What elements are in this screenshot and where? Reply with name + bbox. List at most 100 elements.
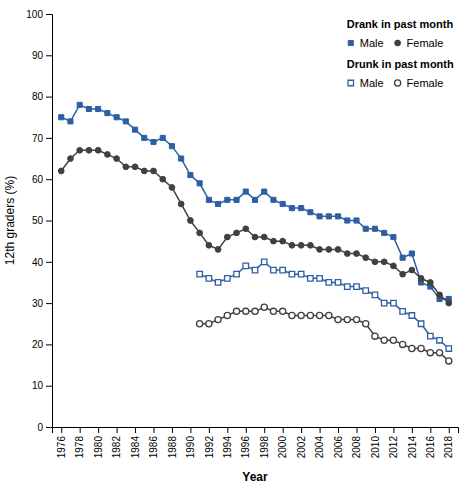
data-point (446, 346, 451, 351)
data-point (326, 312, 332, 318)
legend-symbol (395, 80, 401, 86)
legend-group: Drank in past monthMaleFemale (347, 18, 454, 49)
legend-item: Female (395, 37, 444, 49)
data-point (307, 312, 313, 318)
x-tick: 1980 (93, 427, 104, 458)
data-point (151, 139, 156, 144)
data-point (271, 238, 277, 244)
data-point (270, 308, 276, 314)
data-point (243, 189, 248, 194)
y-tick: 30 (32, 298, 52, 309)
data-point (114, 156, 120, 162)
data-point (215, 317, 221, 323)
y-axis: 0102030405060708090100 (26, 9, 52, 433)
data-point (86, 106, 91, 111)
legend-title: Drunk in past month (347, 58, 454, 70)
data-point (95, 147, 101, 153)
legend-label: Female (407, 37, 444, 49)
data-point (105, 111, 110, 116)
x-tick-label: 1996 (240, 436, 251, 459)
data-point (289, 271, 294, 276)
legend-symbol (395, 40, 401, 46)
data-point (197, 230, 203, 236)
data-point (160, 176, 166, 182)
legend: Drank in past monthMaleFemale Drunk in pa… (347, 18, 454, 89)
y-axis-title: 12th graders (%) (3, 176, 17, 265)
data-point (335, 280, 340, 285)
data-point (335, 317, 341, 323)
legend-label: Female (407, 77, 444, 89)
y-tick: 10 (32, 380, 52, 391)
data-point (299, 206, 304, 211)
series-line (61, 150, 449, 303)
x-tick-label: 2010 (370, 436, 381, 459)
data-point (123, 164, 129, 170)
x-tick-mark (172, 427, 173, 433)
x-tick: 1976 (56, 427, 67, 458)
x-tick: 1982 (111, 427, 122, 458)
y-tick: 70 (32, 133, 52, 144)
data-point (363, 321, 369, 327)
data-point (216, 201, 221, 206)
y-tick: 80 (32, 91, 52, 102)
legend-item: Female (395, 77, 444, 89)
data-point (225, 197, 230, 202)
series-line (200, 307, 449, 361)
x-tick: 2018 (443, 427, 454, 458)
plot: 1976197819801982198419861988199019921994… (26, 9, 458, 459)
data-point (381, 337, 387, 343)
data-point (289, 312, 295, 318)
data-point (307, 242, 313, 248)
y-tick-mark (46, 97, 52, 98)
data-point (252, 197, 257, 202)
data-point (215, 280, 220, 285)
y-tick-mark (46, 55, 52, 56)
data-point (298, 271, 303, 276)
data-point (132, 164, 138, 170)
data-point (206, 242, 212, 248)
data-point (437, 338, 442, 343)
y-tick: 0 (37, 422, 52, 433)
data-point (243, 263, 248, 268)
data-point (206, 276, 211, 281)
data-point (317, 276, 322, 281)
x-tick-label: 1984 (130, 436, 141, 459)
x-tick-label: 2006 (333, 436, 344, 459)
data-point (142, 135, 147, 140)
data-point (271, 267, 276, 272)
x-tick-mark (117, 427, 118, 433)
x-tick-label: 1988 (167, 436, 178, 459)
data-point (391, 234, 396, 239)
data-point (363, 288, 368, 293)
data-point (317, 214, 322, 219)
data-point (382, 230, 387, 235)
data-point (317, 247, 323, 253)
y-tick-mark (46, 344, 52, 345)
data-point (391, 263, 397, 269)
y-tick-label: 50 (32, 215, 44, 226)
data-point (68, 156, 74, 162)
x-axis: 1976197819801982198419861988199019921994… (53, 427, 459, 458)
data-point (354, 284, 359, 289)
data-point (400, 255, 405, 260)
data-point (252, 308, 258, 314)
y-tick-mark (46, 138, 52, 139)
data-point (363, 255, 369, 261)
data-point (391, 300, 396, 305)
data-point (289, 242, 295, 248)
data-point (409, 345, 415, 351)
data-point (372, 333, 378, 339)
y-tick-mark (46, 179, 52, 180)
y-tick-label: 20 (32, 339, 44, 350)
data-point (446, 300, 452, 306)
x-tick-label: 2008 (351, 436, 362, 459)
chart: 1976197819801982198419861988199019921994… (0, 0, 474, 491)
data-point (437, 292, 443, 298)
x-tick: 2002 (296, 427, 307, 458)
x-tick-label: 2002 (296, 436, 307, 459)
x-tick: 1986 (148, 427, 159, 458)
x-tick-label: 1982 (111, 436, 122, 459)
data-point (372, 226, 377, 231)
data-point (151, 168, 157, 174)
y-tick-mark (46, 303, 52, 304)
